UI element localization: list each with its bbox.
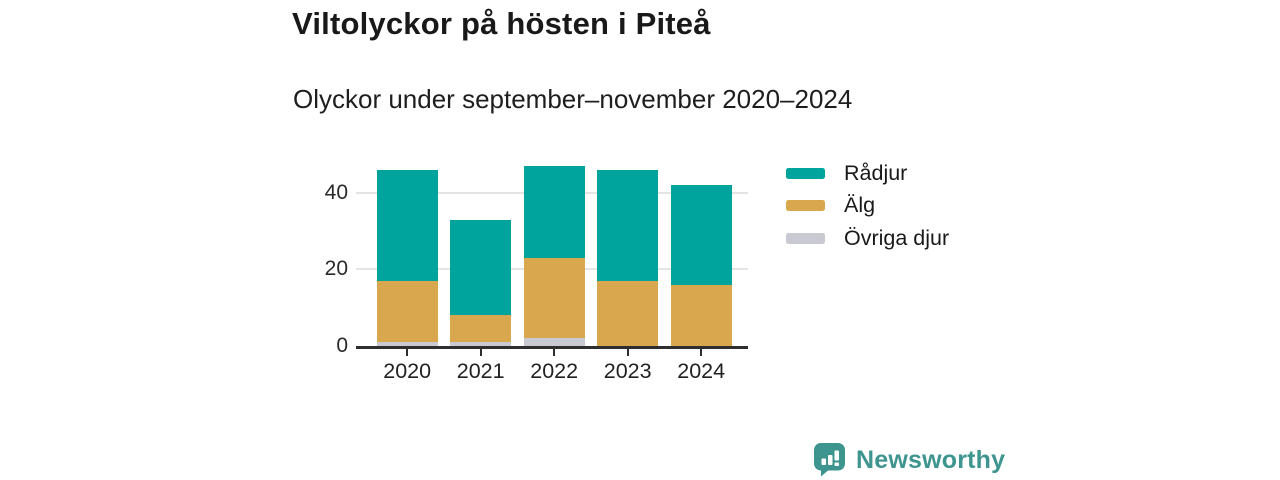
bar-2022-Övriga djur: [523, 338, 585, 346]
legend-label-Älg: Älg: [844, 193, 876, 218]
y-axis-label-0: 0: [336, 334, 348, 357]
legend-item-Älg: Älg: [786, 190, 949, 223]
x-axis-label-2024: 2024: [677, 359, 726, 383]
newsworthy-wordmark: Newsworthy: [856, 445, 1006, 474]
bar-2021-Älg: [450, 315, 512, 343]
bar-2020-Rådjur: [376, 169, 438, 281]
chart-legend: Rådjur Älg Övriga djur: [786, 157, 949, 255]
legend-label-Övriga djur: Övriga djur: [844, 225, 950, 250]
legend-swatch-Övriga djur: [786, 232, 825, 244]
bar-2021-Övriga djur: [450, 342, 512, 346]
chart-plot-area: 0 20 40 2020 2021 2022 2023 2024: [325, 160, 748, 383]
x-axis-tick-2022: [553, 349, 556, 356]
y-axis-label-20: 20: [324, 257, 348, 281]
newsworthy-bubble-chart-icon: [814, 443, 845, 477]
bar-2023-Älg: [597, 280, 659, 346]
legend-swatch-Rådjur: [786, 167, 825, 179]
x-axis-label-2021: 2021: [456, 359, 505, 383]
legend-item-Rådjur: Rådjur: [786, 157, 949, 190]
bar-2022-Älg: [523, 257, 585, 339]
y-axis-label-40: 40: [324, 180, 348, 204]
legend-swatch-Älg: [786, 200, 825, 212]
legend-item-Övriga djur: Övriga djur: [786, 222, 949, 255]
chart-subtitle: Olyckor under september–november 2020–20…: [293, 84, 853, 114]
x-axis-label-2022: 2022: [530, 359, 579, 383]
chart-title: Viltolyckor på hösten i Piteå: [292, 6, 711, 41]
bar-2021-Rådjur: [450, 219, 512, 316]
x-axis-tick-2020: [406, 349, 409, 356]
x-axis-tick-2023: [626, 349, 629, 356]
bar-2020-Älg: [376, 280, 438, 343]
bar-2023-Rådjur: [597, 169, 659, 281]
newsworthy-logo: Newsworthy: [813, 442, 1005, 477]
x-axis-label-2020: 2020: [383, 359, 432, 383]
legend-label-Rådjur: Rådjur: [844, 160, 908, 185]
x-axis-label-2023: 2023: [603, 359, 652, 383]
x-axis-tick-2024: [700, 349, 703, 356]
x-axis-tick-2021: [479, 349, 482, 356]
bar-2024-Rådjur: [670, 185, 732, 285]
bar-2020-Övriga djur: [376, 342, 438, 346]
bar-2022-Rådjur: [523, 166, 585, 258]
bar-2024-Älg: [670, 284, 732, 346]
